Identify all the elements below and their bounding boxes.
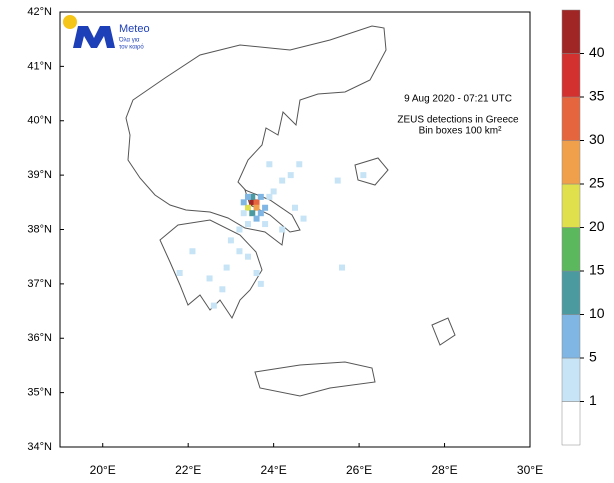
- x-tick-label: 28°E: [431, 463, 457, 477]
- detection-cell: [223, 264, 230, 271]
- annotation-title: ZEUS detections in Greece: [397, 115, 519, 126]
- detection-cell: [257, 280, 264, 287]
- logo-tagline: τον καιρό: [119, 44, 144, 51]
- x-tick-label: 30°E: [517, 463, 543, 477]
- colorbar-segment: [561, 357, 581, 402]
- colorbar-label: 35: [589, 88, 605, 104]
- detection-cell: [257, 193, 264, 200]
- colorbar-label: 30: [589, 131, 605, 147]
- colorbar-segment: [561, 96, 581, 141]
- detection-cell: [266, 161, 273, 168]
- colorbar-segment: [561, 183, 581, 228]
- detection-cell: [245, 193, 251, 200]
- detection-cell: [292, 204, 298, 211]
- detection-cell: [219, 286, 226, 293]
- detection-cell: [245, 221, 251, 228]
- detection-cell: [339, 264, 345, 271]
- colorbar-label: 20: [589, 218, 605, 234]
- detection-cell: [296, 161, 303, 168]
- logo-tagline: Όλα για: [118, 38, 140, 44]
- x-tick-label: 24°E: [261, 463, 287, 477]
- colorbar-label: 5: [589, 349, 597, 365]
- detection-cell: [210, 302, 217, 309]
- x-tick-label: 26°E: [346, 463, 372, 477]
- colorbar-segment: [561, 227, 581, 272]
- y-tick-label: 34°N: [27, 441, 52, 453]
- y-tick-label: 37°N: [27, 278, 52, 290]
- logo-name: Meteo: [119, 23, 150, 35]
- x-tick-label: 20°E: [90, 463, 116, 477]
- detection-cell: [360, 172, 367, 179]
- x-tick-label: 22°E: [175, 463, 201, 477]
- y-tick-label: 36°N: [27, 332, 52, 344]
- colorbar-segment: [561, 9, 581, 54]
- y-tick-label: 42°N: [27, 6, 52, 18]
- detection-cell: [253, 215, 260, 222]
- y-tick-label: 38°N: [27, 223, 52, 235]
- detection-cell: [270, 188, 277, 195]
- colorbar-label: 15: [589, 262, 605, 278]
- detection-cell: [249, 199, 256, 206]
- colorbar-segment: [561, 270, 581, 315]
- rhodes: [431, 317, 456, 346]
- detection-cell: [245, 204, 251, 211]
- detection-cell: [189, 248, 196, 255]
- detection-cell: [249, 193, 256, 200]
- detection-cell: [236, 226, 243, 233]
- annotation-datetime: 9 Aug 2020 - 07:21 UTC: [404, 94, 512, 105]
- colorbar-label: 40: [589, 44, 605, 60]
- colorbar-label: 25: [589, 175, 605, 191]
- y-tick-label: 39°N: [27, 169, 52, 181]
- colorbar-segment: [561, 140, 581, 185]
- peloponnese: [159, 219, 263, 320]
- detection-cell: [266, 193, 273, 200]
- colorbar-segment: [561, 53, 581, 98]
- detection-cell: [240, 199, 247, 206]
- detection-cell: [176, 270, 183, 276]
- detection-cell: [249, 210, 256, 217]
- detection-cell: [334, 177, 341, 184]
- detection-cell: [262, 204, 269, 211]
- colorbar-label: 10: [589, 305, 605, 321]
- detection-cell: [227, 237, 234, 244]
- detection-cell: [279, 226, 286, 233]
- detection-cell: [300, 215, 307, 222]
- colorbar-label: 1: [589, 392, 597, 408]
- detection-cell: [279, 177, 286, 184]
- logo-sun: [63, 15, 77, 29]
- detection-cell: [236, 248, 243, 255]
- detection-cell: [253, 204, 260, 211]
- colorbar-segment: [561, 401, 581, 446]
- logo-mark: [73, 26, 115, 48]
- detection-cell: [240, 210, 247, 217]
- land: [125, 25, 456, 397]
- mainland: [125, 25, 387, 246]
- crete: [254, 361, 376, 397]
- detection-cell: [262, 221, 269, 228]
- y-tick-label: 40°N: [27, 115, 52, 127]
- colorbar-segment: [561, 314, 581, 359]
- detection-cell: [257, 210, 264, 217]
- y-tick-label: 35°N: [27, 387, 52, 399]
- y-tick-label: 41°N: [27, 60, 52, 72]
- detection-cell: [245, 253, 251, 260]
- logo: Meteo Όλα για τον καιρό: [63, 15, 150, 51]
- detection-cell: [253, 199, 260, 206]
- lesvos: [354, 157, 389, 186]
- detection-cell: [287, 172, 294, 179]
- detection-cell: [206, 275, 213, 282]
- detection-cell: [253, 270, 260, 276]
- annotation-subtitle: Bin boxes 100 km²: [419, 126, 502, 137]
- detections: [176, 161, 367, 309]
